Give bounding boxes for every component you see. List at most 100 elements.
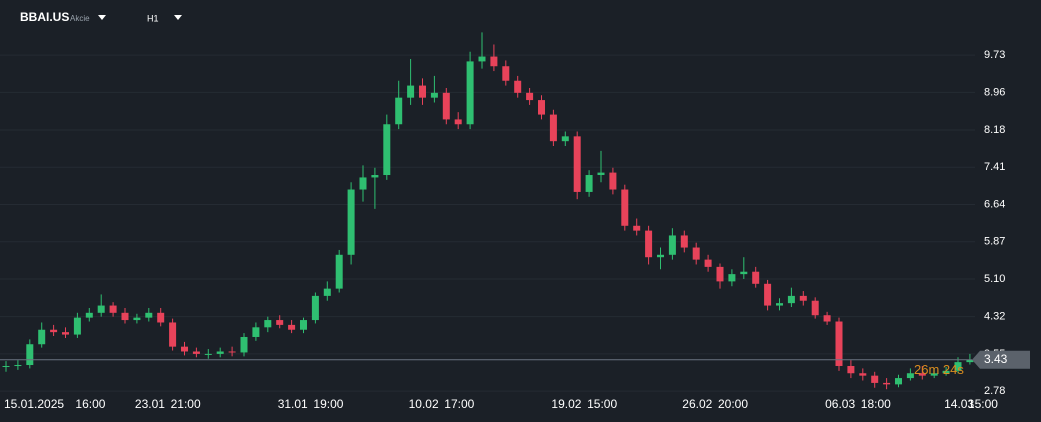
candle-body	[966, 359, 974, 363]
candle-body	[169, 322, 177, 347]
y-tick-label: 9.73	[984, 49, 1005, 61]
candle-body	[704, 259, 712, 267]
candle-body	[680, 235, 688, 248]
candle-body	[109, 305, 117, 313]
candle-body	[192, 351, 200, 354]
candle-body	[216, 351, 224, 354]
candle-body	[668, 235, 676, 255]
candle-body	[466, 61, 474, 125]
candle-body	[264, 320, 272, 328]
candles	[2, 32, 974, 390]
candle-body	[930, 373, 938, 376]
candle-body	[645, 230, 653, 258]
candle-body	[514, 80, 522, 93]
candle-body	[395, 97, 403, 125]
candle-body	[204, 353, 212, 355]
candle-body	[752, 271, 760, 284]
x-tick-label: 19.02	[551, 397, 581, 411]
candle-body	[157, 312, 165, 323]
candle-body	[942, 370, 950, 374]
last-price-box	[972, 350, 1030, 369]
countdown: 26m 24s	[914, 362, 964, 377]
candle-body	[407, 85, 415, 98]
candle-body	[145, 312, 153, 318]
candle-body	[133, 317, 141, 321]
y-tick-label: 7.41	[984, 161, 1005, 173]
candle-body	[62, 332, 69, 335]
y-tick-label: 8.18	[984, 124, 1005, 136]
y-tick-label: 8.96	[984, 86, 1005, 98]
x-tick-label: 15:00	[587, 397, 617, 411]
candle-body	[181, 346, 188, 352]
x-tick-label: 23.01	[135, 397, 165, 411]
candle-body	[859, 373, 867, 376]
candle-body	[430, 92, 438, 98]
x-tick-label: 20:00	[718, 397, 748, 411]
y-tick-label: 6.64	[984, 198, 1005, 210]
candle-body	[799, 295, 807, 301]
candle-body	[288, 324, 296, 330]
candle-body	[97, 305, 105, 313]
candle-body	[502, 66, 510, 81]
candle-body	[823, 315, 831, 322]
candle-body	[609, 172, 617, 190]
candle-body	[121, 312, 129, 321]
candle-body	[561, 136, 569, 142]
candle-body	[442, 92, 450, 120]
x-tick-label: 15.01.2025	[4, 397, 64, 411]
candle-body	[252, 327, 260, 337]
candle-body	[847, 365, 855, 374]
candle-body	[883, 382, 891, 385]
candle-body	[954, 362, 962, 371]
x-tick-label: 16:00	[75, 397, 105, 411]
y-tick-label: 5.87	[984, 236, 1005, 248]
candle-body	[38, 329, 46, 345]
candle-body	[740, 271, 748, 275]
candle-body	[228, 351, 236, 353]
x-tick-label: 26.02	[682, 397, 712, 411]
candle-body	[240, 336, 248, 353]
y-tick-label: 2.78	[984, 385, 1005, 397]
candle-body	[2, 365, 10, 367]
candle-body	[419, 85, 426, 98]
x-tick-label: 31.01	[278, 397, 308, 411]
x-tick-label: 15:00	[968, 397, 998, 411]
candle-body	[383, 124, 391, 176]
candle-body	[597, 172, 605, 176]
candle-body	[787, 295, 795, 304]
candle-body	[621, 189, 629, 226]
x-tick-label: 21:00	[171, 397, 201, 411]
candle-body	[347, 189, 355, 255]
symbol[interactable]: BBAI.US	[20, 10, 69, 24]
x-tick-label: 17:00	[444, 397, 474, 411]
x-tick-label: 10.02	[409, 397, 439, 411]
candle-body	[764, 283, 772, 306]
candle-body	[716, 266, 724, 282]
symbol-dropdown[interactable]	[98, 15, 106, 20]
y-tick-label: 5.10	[984, 273, 1005, 285]
candle-body	[692, 247, 700, 260]
candle-body	[311, 295, 319, 321]
candle-body	[657, 254, 664, 258]
candle-body	[573, 136, 581, 192]
timeframe[interactable]: H1	[147, 13, 159, 23]
candle-body	[323, 288, 331, 296]
candle-body	[728, 274, 736, 282]
candle-body	[490, 56, 498, 67]
x-tick-label: 14.03	[944, 397, 974, 411]
y-tick-label: 4.32	[984, 311, 1005, 323]
x-tick-label: 18:00	[861, 397, 891, 411]
candle-body	[371, 175, 379, 178]
candle-body	[776, 303, 783, 306]
timeframe-dropdown[interactable]	[174, 15, 182, 20]
candle-body	[811, 300, 819, 316]
candle-body	[633, 225, 641, 231]
candle-body	[14, 365, 22, 367]
candle-body	[538, 100, 545, 115]
candle-body	[835, 321, 843, 366]
candle-body	[871, 375, 879, 383]
candle-body	[335, 254, 343, 289]
candle-body	[478, 56, 486, 62]
